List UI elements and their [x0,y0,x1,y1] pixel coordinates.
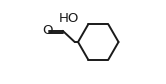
Text: HO: HO [58,12,79,25]
Text: O: O [42,24,52,37]
